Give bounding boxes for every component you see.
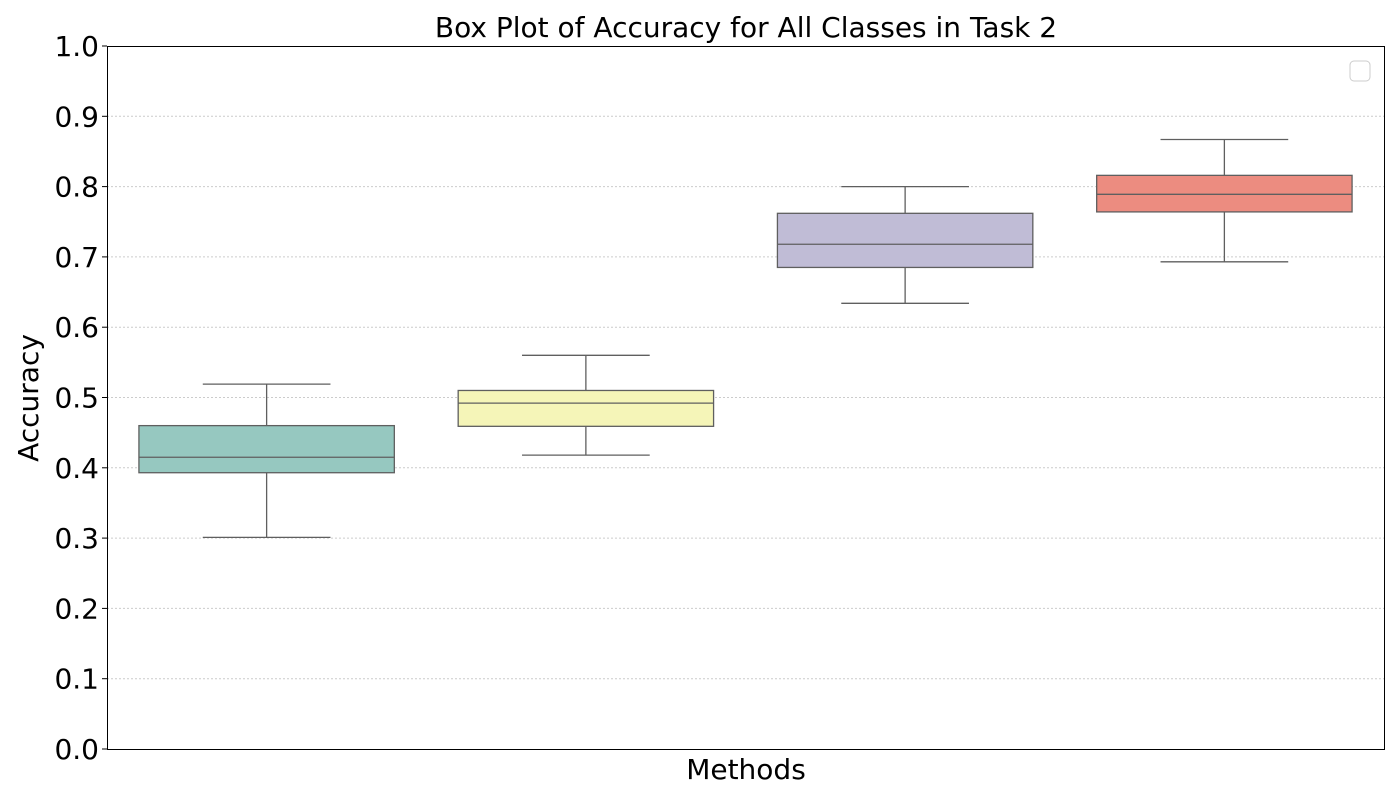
y-tick-label: 0.8 <box>54 171 99 204</box>
y-axis-label: Accuracy <box>12 334 45 462</box>
box-1 <box>138 383 395 539</box>
y-tick-label: 0.1 <box>54 663 99 696</box>
iqr-box <box>457 389 715 427</box>
y-tick-label: 0.4 <box>54 452 99 485</box>
plot-frame <box>107 46 1385 750</box>
y-tick-label: 0.7 <box>54 241 99 274</box>
y-tick-label: 0.5 <box>54 382 99 415</box>
iqr-box <box>1096 174 1353 213</box>
y-tick-label: 1.0 <box>54 30 99 63</box>
y-axis: 0.0 0.1 0.2 0.3 0.4 0.5 0.6 0.7 0.8 0.9 1.0 <box>54 30 107 766</box>
chart-title: Box Plot of Accuracy for All Classes in … <box>435 11 1057 44</box>
box-2 <box>457 354 715 456</box>
y-tick-label: 0.2 <box>54 592 99 625</box>
box-series <box>138 138 1353 539</box>
box-3 <box>776 185 1034 304</box>
y-tick-label: 0.9 <box>54 100 99 133</box>
legend-box <box>1349 60 1371 82</box>
y-tick-label: 0.3 <box>54 522 99 555</box>
iqr-box <box>138 424 395 474</box>
y-tick-label: 0.0 <box>54 733 99 766</box>
box-4 <box>1096 138 1353 263</box>
y-tick-label: 0.6 <box>54 311 99 344</box>
x-axis-label: Methods <box>686 753 806 786</box>
iqr-box <box>776 212 1034 269</box>
